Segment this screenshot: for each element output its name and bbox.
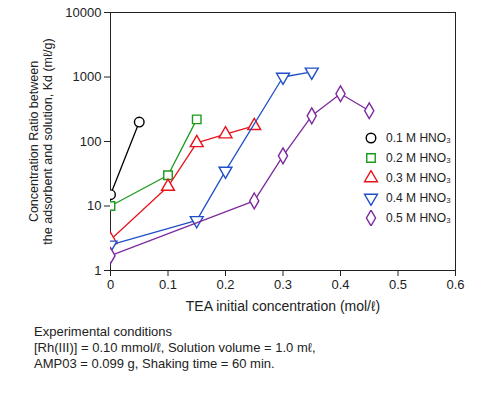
svg-text:10000: 10000: [65, 5, 101, 20]
svg-text:0.1: 0.1: [159, 277, 177, 292]
html-text:0.2 M HNO₃: 0.2 M HNO₃: [386, 151, 451, 165]
html-text:0.4 M HNO₃: 0.4 M HNO₃: [386, 191, 451, 205]
svg-text:TEA initial concentration (mol: TEA initial concentration (mol/ℓ): [186, 298, 380, 314]
html-text:0.1 M HNO₃: 0.1 M HNO₃: [386, 131, 451, 145]
svg-text:1000: 1000: [73, 69, 102, 84]
svg-text:0.3: 0.3: [274, 277, 292, 292]
svg-text:10: 10: [87, 198, 101, 213]
html-text:AMP03 = 0.099 g, Shaking time: AMP03 = 0.099 g, Shaking time = 60 min.: [34, 356, 275, 371]
html-text:Experimental conditions: Experimental conditions: [34, 324, 172, 339]
svg-text:Concentration Ratio betweenthe: Concentration Ratio betweenthe adsorbent…: [27, 38, 55, 244]
svg-text:1: 1: [94, 263, 101, 278]
svg-text:0.6: 0.6: [446, 277, 464, 292]
svg-text:0: 0: [107, 277, 114, 292]
html-text:[Rh(III)] = 0.10 mmol/ℓ, Solut: [Rh(III)] = 0.10 mmol/ℓ, Solution volume…: [34, 340, 316, 355]
svg-text:0.5: 0.5: [389, 277, 407, 292]
html-text:0.5 M HNO₃: 0.5 M HNO₃: [386, 211, 451, 225]
svg-text:100: 100: [80, 134, 102, 149]
svg-text:0.2: 0.2: [216, 277, 234, 292]
html-text:0.3 M HNO₃: 0.3 M HNO₃: [386, 171, 451, 185]
svg-text:0.4: 0.4: [331, 277, 349, 292]
